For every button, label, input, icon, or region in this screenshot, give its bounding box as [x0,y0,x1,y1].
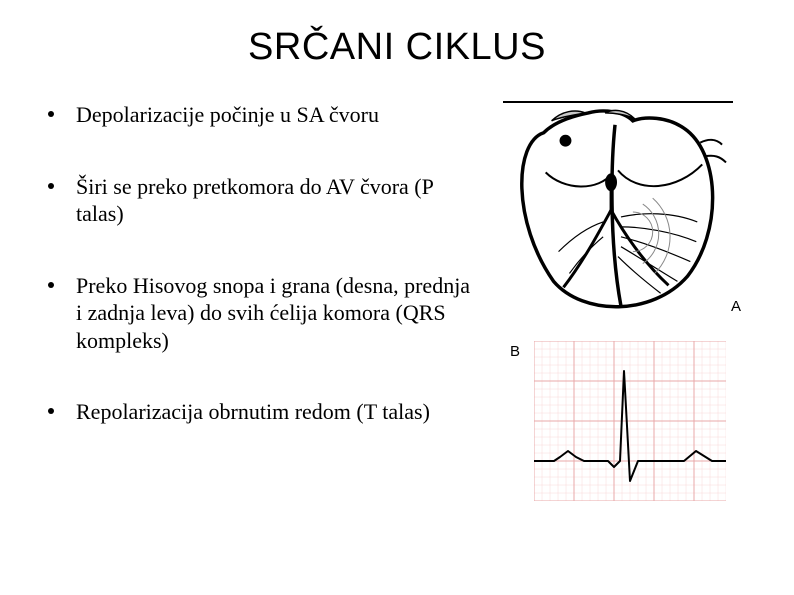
content-row: Depolarizacije počinje u SA čvoru Širi s… [48,97,746,501]
figure-b-label: B [510,343,520,360]
list-item: Preko Hisovog snopa i grana (desna, pred… [48,272,478,355]
list-item: Depolarizacije počinje u SA čvoru [48,101,478,129]
bullet-dot-icon [48,183,54,189]
list-item: Repolarizacija obrnutim redom (T talas) [48,398,478,426]
figures-column: A B [490,97,746,501]
figure-b-ecg [534,341,726,501]
bullet-dot-icon [48,282,54,288]
figure-a-label: A [731,298,741,315]
bullet-dot-icon [48,408,54,414]
bullet-list: Depolarizacije počinje u SA čvoru Širi s… [48,97,478,501]
figure-a-heart: A [503,101,733,321]
figure-b-wrap: B [490,341,746,501]
list-item: Širi se preko pretkomora do AV čvora (P … [48,173,478,228]
bullet-text: Repolarizacija obrnutim redom (T talas) [76,398,430,426]
bullet-text: Depolarizacije počinje u SA čvoru [76,101,379,129]
ecg-chart-icon [534,341,726,501]
heart-conduction-icon [503,103,733,321]
bullet-dot-icon [48,111,54,117]
bullet-text: Širi se preko pretkomora do AV čvora (P … [76,173,478,228]
bullet-text: Preko Hisovog snopa i grana (desna, pred… [76,272,478,355]
page-title: SRČANI CIKLUS [48,26,746,69]
